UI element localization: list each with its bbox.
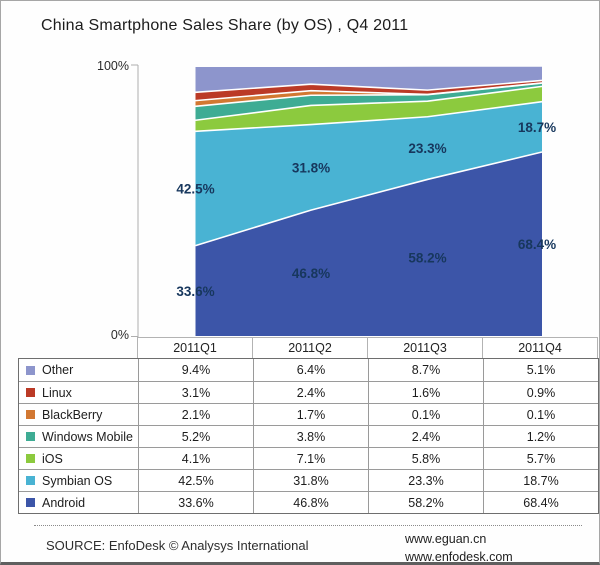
legend-color-swatch: [26, 365, 35, 375]
table-value-cell: 7.1%: [253, 448, 368, 469]
band-boundary-line: [195, 85, 543, 122]
legend-series-name: Linux: [42, 385, 72, 400]
y-axis-label-0: 0%: [110, 328, 129, 342]
table-row: Windows Mobile 5.2% 3.8% 2.4% 1.2%: [19, 425, 598, 447]
table-value-cell: 1.2%: [483, 426, 598, 447]
category-label: 2011Q2: [252, 338, 367, 358]
legend-color-swatch: [26, 410, 35, 419]
table-value-cell: 5.8%: [368, 448, 483, 469]
table-row: iOS 4.1% 7.1% 5.8% 5.7%: [19, 447, 598, 469]
table-value-cell: 5.7%: [483, 448, 598, 469]
table-value-cell: 9.4%: [138, 359, 253, 381]
band-boundary-line: [195, 79, 543, 94]
table-value-cell: 0.1%: [483, 404, 598, 425]
band-boundary-line: [195, 82, 543, 102]
data-label-symbian-os: 42.5%: [176, 181, 214, 196]
table-value-cell: 42.5%: [138, 470, 253, 491]
legend-label-cell: Symbian OS: [19, 470, 138, 491]
table-value-cell: 5.2%: [138, 426, 253, 447]
table-value-cell: 23.3%: [368, 470, 483, 491]
legend-series-name: iOS: [42, 451, 63, 466]
category-label: 2011Q3: [367, 338, 482, 358]
table-row: Linux 3.1% 2.4% 1.6% 0.9%: [19, 381, 598, 403]
area-android: [195, 152, 542, 336]
table-value-cell: 18.7%: [483, 470, 598, 491]
data-labels: 33.6% 46.8% 58.2% 68.4% 42.5% 31.8% 23.3% 18.7%: [176, 120, 556, 299]
chart-title: China Smartphone Sales Share (by OS) , Q…: [41, 17, 409, 34]
table-value-cell: 1.7%: [253, 404, 368, 425]
legend-series-name: Symbian OS: [42, 473, 113, 488]
table-value-cell: 2.1%: [138, 404, 253, 425]
band-separator-lines: [195, 79, 543, 247]
y-axis: [131, 64, 139, 337]
legend-color-swatch: [26, 454, 35, 463]
legend-label-cell: Android: [19, 492, 138, 513]
legend-color-swatch: [26, 498, 35, 507]
area-symbian-os: [195, 101, 542, 246]
legend-color-swatch: [26, 432, 35, 441]
table-value-cell: 6.4%: [253, 359, 368, 381]
legend-label-cell: Linux: [19, 382, 138, 403]
legend-color-swatch: [26, 476, 35, 485]
table-value-cell: 0.1%: [368, 404, 483, 425]
url-eguan: www.eguan.cn: [405, 532, 487, 546]
table-value-cell: 1.6%: [368, 382, 483, 403]
band-boundary-line: [195, 100, 543, 133]
legend-series-name: BlackBerry: [42, 407, 103, 422]
table-value-cell: 2.4%: [253, 382, 368, 403]
band-boundary-line: [195, 151, 543, 247]
table-row: BlackBerry 2.1% 1.7% 0.1% 0.1%: [19, 403, 598, 425]
table-value-cell: 68.4%: [483, 492, 598, 513]
source-attribution: SOURCE: EnfoDesk © Analysys Internationa…: [46, 538, 309, 553]
table-value-cell: 46.8%: [253, 492, 368, 513]
table-row: Symbian OS 42.5% 31.8% 23.3% 18.7%: [19, 469, 598, 491]
table-row: Android 33.6% 46.8% 58.2% 68.4%: [19, 491, 598, 513]
table-row: Other 9.4% 6.4% 8.7% 5.1%: [19, 359, 598, 381]
legend-label-cell: iOS: [19, 448, 138, 469]
table-value-cell: 4.1%: [138, 448, 253, 469]
table-value-cell: 3.1%: [138, 382, 253, 403]
footer-divider: [34, 525, 582, 526]
legend-label-cell: BlackBerry: [19, 404, 138, 425]
legend-series-name: Windows Mobile: [42, 429, 134, 444]
category-label: 2011Q4: [482, 338, 597, 358]
data-label-symbian-os: 23.3%: [408, 141, 446, 156]
data-label-android: 58.2%: [408, 251, 446, 266]
table-value-cell: 3.8%: [253, 426, 368, 447]
legend-table: Other 9.4% 6.4% 8.7% 5.1% Linux 3.1% 2.4% 1.6% 0.…: [18, 358, 599, 514]
table-value-cell: 2.4%: [368, 426, 483, 447]
legend-series-name: Other: [42, 363, 74, 377]
area-bands: [195, 66, 542, 336]
table-value-cell: 58.2%: [368, 492, 483, 513]
area-linux: [195, 80, 542, 101]
table-value-cell: 33.6%: [138, 492, 253, 513]
category-label: 2011Q1: [173, 341, 217, 355]
legend-label-cell: Windows Mobile: [19, 426, 138, 447]
data-label-symbian-os: 31.8%: [292, 160, 330, 175]
data-label-android: 68.4%: [518, 237, 556, 252]
data-label-symbian-os: 18.7%: [518, 120, 556, 135]
table-value-cell: 0.9%: [483, 382, 598, 403]
category-axis-row: 2011Q1 2011Q2 2011Q3 2011Q4: [137, 337, 598, 359]
table-value-cell: 5.1%: [483, 359, 598, 381]
legend-color-swatch: [26, 388, 35, 397]
footer-urls: www.eguan.cn www.enfodesk.com: [405, 530, 513, 564]
y-axis-label-100: 100%: [97, 59, 129, 73]
data-label-android: 33.6%: [176, 284, 214, 299]
url-enfodesk: www.enfodesk.com: [405, 550, 513, 564]
legend-label-cell: Other: [19, 359, 138, 381]
data-label-android: 46.8%: [292, 266, 330, 281]
stacked-area-chart: 33.6% 46.8% 58.2% 68.4% 42.5% 31.8% 23.3% 18.7%: [131, 64, 556, 337]
legend-series-name: Android: [42, 495, 86, 510]
table-value-cell: 31.8%: [253, 470, 368, 491]
table-value-cell: 8.7%: [368, 359, 483, 381]
